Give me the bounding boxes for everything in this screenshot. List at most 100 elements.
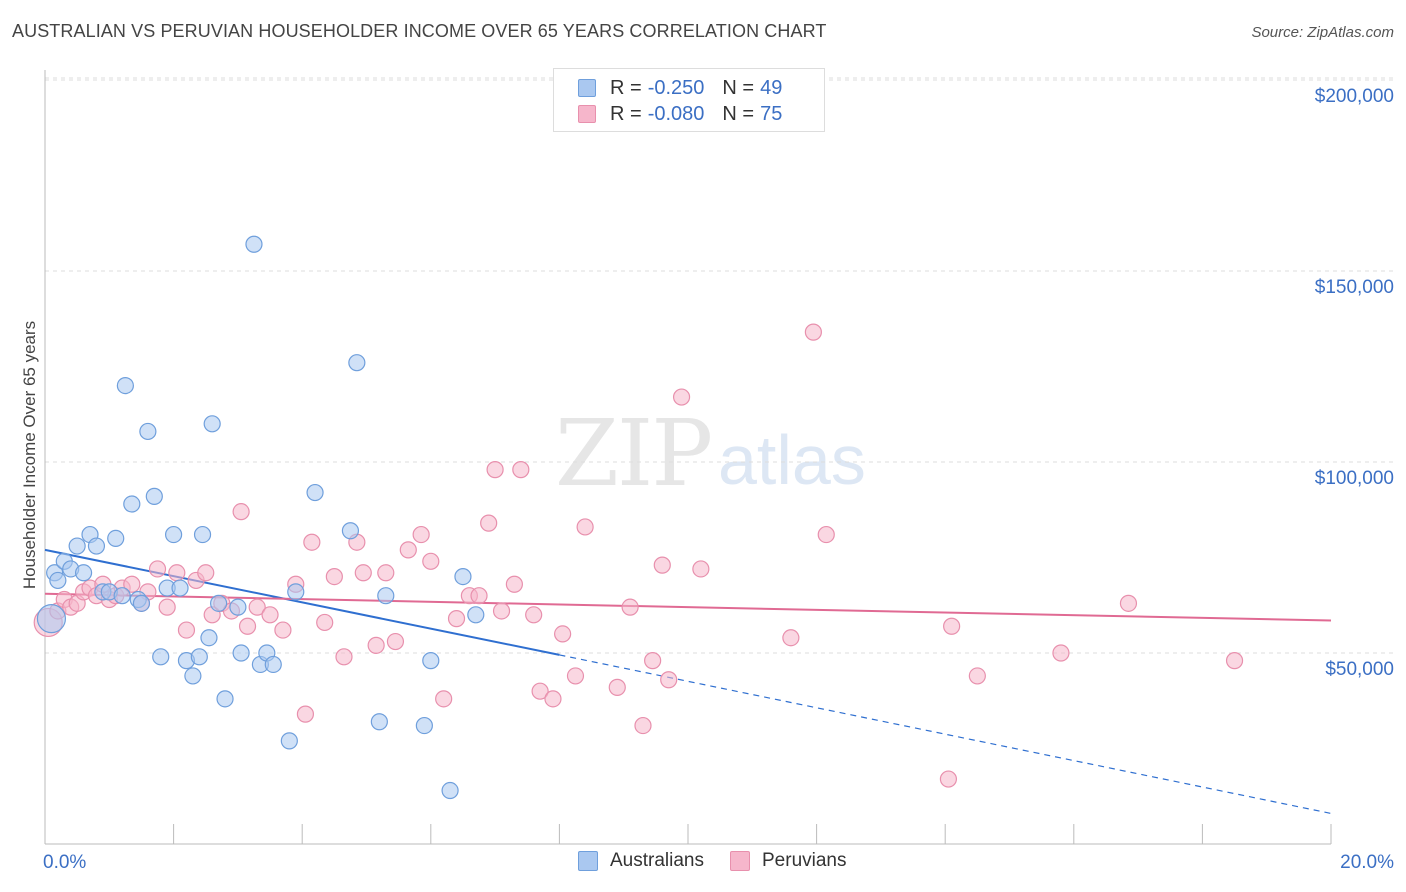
australian-point: [454, 567, 472, 586]
n-label: N =: [722, 76, 755, 99]
pink-swatch-icon: [730, 851, 750, 871]
peruvian-point: [554, 625, 572, 643]
peruvian-point: [486, 461, 504, 479]
australian-point: [184, 667, 202, 685]
australian-point: [123, 495, 141, 513]
peruvian-point: [399, 541, 417, 559]
peruvian-point: [274, 621, 292, 639]
legend-label: Peruvians: [762, 850, 847, 871]
peruvian-point: [817, 525, 835, 544]
grid-lines: [45, 77, 1395, 654]
peruvian-point: [296, 705, 315, 723]
peruvian-point: [316, 613, 334, 632]
australian-point: [139, 422, 157, 441]
peruvian-point: [325, 567, 343, 586]
axes: [44, 70, 1332, 845]
peruvian-point: [354, 564, 372, 582]
peruvian-point: [608, 678, 626, 696]
peruvian-point: [576, 518, 594, 536]
peruvian-point: [435, 690, 453, 708]
peruvian-point: [248, 598, 266, 616]
peruvian-point: [492, 602, 511, 620]
peruvian-point: [525, 606, 543, 624]
peruvian-point: [367, 636, 385, 654]
peruvian-point: [123, 575, 141, 593]
peruvian-point: [531, 682, 549, 700]
r-value: -0.250: [647, 76, 705, 99]
australian-point: [107, 529, 125, 548]
australian-point: [116, 377, 134, 395]
australian-point: [152, 648, 170, 666]
source-label: Source: ZipAtlas.com: [1251, 24, 1394, 41]
australian-point: [341, 522, 360, 540]
australian-point: [190, 648, 208, 666]
australian-point: [348, 354, 366, 372]
peruvian-point: [470, 587, 488, 605]
y-tick-label: $200,000: [1314, 86, 1394, 107]
peruvian-point: [238, 617, 257, 635]
peruvian-point: [377, 564, 395, 582]
legend-item-peruvians: Peruvians: [730, 850, 847, 872]
australian-point: [441, 781, 459, 800]
australian-point: [467, 606, 485, 624]
peruvian-point: [232, 503, 250, 521]
australian-point: [264, 655, 282, 674]
peruvian-point: [177, 621, 196, 639]
data-points: [33, 235, 1244, 800]
correlation-legend: R = -0.250 N = 49 R = -0.080 N = 75: [553, 68, 825, 132]
australian-point: [245, 235, 263, 253]
legend-row-australians: R = -0.250 N = 49: [578, 76, 800, 100]
peruvian-point: [1225, 652, 1244, 670]
peruvian-point: [939, 770, 958, 788]
peruvian-point: [672, 388, 691, 406]
legend-label: Australians: [610, 850, 704, 871]
watermark-atlas: atlas: [718, 421, 866, 499]
australian-point: [165, 525, 183, 544]
peruvian-point: [644, 652, 662, 670]
australian-point: [232, 644, 250, 662]
trend-line-australians: [44, 548, 560, 656]
australian-point: [370, 713, 388, 731]
y-axis-label: Householder Income Over 65 years: [20, 320, 39, 590]
australian-point: [113, 587, 131, 605]
peruvian-point: [804, 323, 822, 341]
trend-lines: [44, 548, 1332, 815]
peruvian-point: [303, 533, 321, 551]
peruvian-point: [566, 667, 585, 685]
australian-point: [145, 487, 163, 505]
peruvian-point: [660, 671, 678, 689]
australian-point: [422, 652, 440, 670]
australian-point: [287, 583, 305, 601]
peruvian-point: [335, 648, 353, 666]
r-label: R =: [610, 102, 642, 125]
peruvian-point: [653, 556, 671, 574]
peruvian-point: [782, 629, 800, 647]
peruvian-point: [261, 606, 279, 624]
peruvian-point: [512, 461, 530, 479]
australian-point: [306, 483, 324, 502]
x-tick-label: 0.0%: [43, 852, 87, 873]
blue-swatch-icon: [578, 851, 598, 871]
peruvian-point: [621, 598, 639, 616]
y-tick-label: $100,000: [1314, 468, 1394, 489]
y-tick-label: $50,000: [1325, 659, 1394, 680]
y-tick-label: $150,000: [1314, 277, 1394, 298]
peruvian-point: [692, 560, 710, 578]
australian-point: [280, 732, 298, 750]
chart-title: AUSTRALIAN VS PERUVIAN HOUSEHOLDER INCOM…: [12, 21, 827, 41]
australian-point: [415, 716, 433, 735]
australian-point: [36, 604, 67, 634]
x-tick-label: 20.0%: [1340, 852, 1394, 873]
peruvian-point: [168, 564, 186, 582]
peruvian-point: [148, 560, 167, 578]
australian-point: [132, 594, 151, 612]
peruvian-point: [197, 564, 215, 582]
australian-point: [49, 571, 67, 590]
n-value: 49: [760, 76, 783, 99]
watermark-zip: ZIP: [555, 400, 713, 507]
peruvian-point: [386, 632, 405, 651]
n-label: N =: [722, 102, 755, 125]
peruvian-point: [505, 575, 523, 593]
pink-swatch-icon: [578, 105, 596, 123]
